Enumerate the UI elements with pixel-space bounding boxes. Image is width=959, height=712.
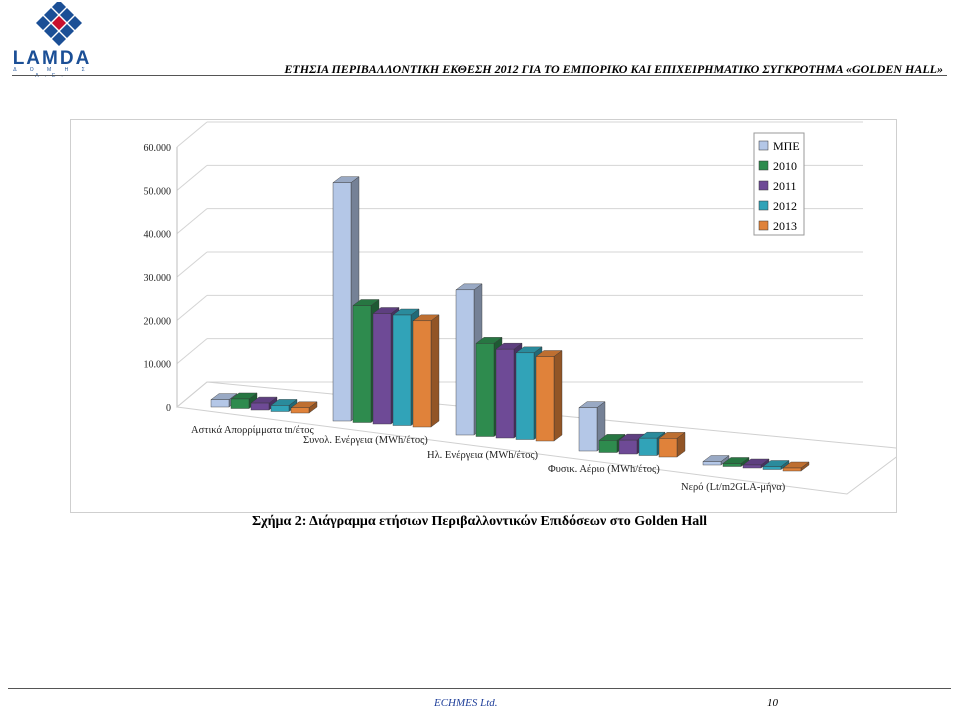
logo-diamond-tile — [52, 0, 66, 14]
gridline-left — [176, 164, 208, 191]
logo-diamond-tile — [52, 16, 66, 30]
x-category-label: Νερό (Lt/m2GLA-μήνα) — [681, 482, 786, 493]
chart-canvas: 0 10.000 20.000 30.000 40.000 50.000 60.000 Αστ… — [144, 121, 896, 495]
bar-front — [598, 440, 618, 453]
logo-diamond-tile — [60, 8, 74, 22]
bar-front — [392, 314, 412, 426]
bar-front — [495, 348, 515, 439]
x-category-label: Ηλ. Ενέργεια (MWh/έτος) — [427, 450, 539, 461]
bar — [658, 431, 686, 458]
footer-divider — [8, 688, 951, 689]
bar-front — [658, 438, 678, 458]
bar-front — [515, 352, 535, 440]
bar-front — [782, 467, 802, 472]
legend-label: 2010 — [773, 159, 797, 173]
bar-front — [210, 399, 230, 408]
logo-diamond-tile — [44, 24, 58, 38]
bar — [412, 314, 440, 428]
bar-front — [762, 466, 782, 470]
y-tick-label: 0 — [166, 403, 171, 414]
x-category-label: Συνολ. Ενέργεια (MWh/έτος) — [303, 435, 428, 446]
logo-diamond-tile — [68, 16, 82, 30]
gridline-left — [176, 121, 208, 148]
bar-chart: 0 10.000 20.000 30.000 40.000 50.000 60.000 Αστ… — [70, 119, 897, 513]
bars — [210, 176, 810, 472]
bar-front — [535, 356, 555, 442]
bar-front — [412, 320, 432, 428]
legend-swatch — [758, 180, 769, 191]
bar — [702, 455, 730, 466]
bar-front — [638, 437, 658, 456]
bar — [762, 460, 790, 470]
document-header-title: ΕΤΗΣΙΑ ΠΕΡΙΒΑΛΛΟΝΤΙΚΗ ΕΚΘΕΣΗ 2012 ΓΙΑ ΤΟ… — [284, 62, 943, 76]
bar-side — [430, 314, 440, 428]
header-divider — [12, 75, 947, 76]
bar — [535, 350, 563, 442]
bar — [782, 461, 810, 472]
x-category-label: Φυσικ. Αέριο (MWh/έτος) — [548, 464, 660, 475]
chart-floor — [175, 381, 896, 495]
y-tick-label: 20.000 — [144, 316, 172, 327]
logo-text: LAMDA — [12, 48, 92, 69]
chart-legend: ΜΠΕ 2010 2011 2012 2013 — [753, 132, 805, 236]
logo-subtext: Δ Ο Μ Η Σ Α.Ε. — [13, 67, 91, 79]
bar-side — [553, 350, 563, 442]
logo-diamond-tile — [52, 32, 66, 46]
y-tick-label: 30.000 — [144, 273, 172, 284]
y-tick-label: 50.000 — [144, 186, 172, 197]
legend-swatch — [758, 140, 769, 151]
footer-company: ECHMES Ltd. — [434, 697, 498, 709]
legend-swatch — [758, 220, 769, 231]
legend-label: 2012 — [773, 199, 797, 213]
bar — [290, 401, 318, 414]
y-tick-label: 10.000 — [144, 360, 172, 371]
bar-front — [702, 461, 722, 466]
gridline-left — [176, 208, 208, 235]
bar-front — [742, 464, 762, 469]
logo-diamond-tile — [44, 8, 58, 22]
bar-front — [475, 343, 495, 437]
bar-front — [722, 463, 742, 467]
y-tick-label: 60.000 — [144, 143, 172, 154]
bar-front — [618, 439, 638, 455]
bar-front — [250, 402, 270, 411]
x-category-label: Αστικά Απορρίμματα tn/έτος — [191, 425, 315, 436]
legend-label: 2013 — [773, 219, 797, 233]
gridline-left — [176, 294, 208, 321]
gridline-left — [176, 338, 208, 365]
legend-label: 2011 — [773, 179, 797, 193]
page-number: 10 — [767, 697, 778, 709]
logo-diamond-tile — [60, 24, 74, 38]
bar-front — [578, 407, 598, 452]
logo-diamond-tile — [36, 16, 50, 30]
y-tick-label: 40.000 — [144, 230, 172, 241]
bar — [722, 457, 750, 467]
bar-front — [455, 289, 475, 436]
bar-front — [290, 407, 310, 414]
bar-front — [352, 305, 372, 423]
figure-caption: Σχήμα 2: Διάγραμμα ετήσιων Περιβαλλοντικ… — [251, 514, 708, 529]
gridline-left — [176, 251, 208, 278]
legend-label: ΜΠΕ — [773, 139, 800, 153]
bar-front — [372, 313, 392, 425]
logo-diamond-icon — [36, 0, 82, 46]
legend-swatch — [758, 160, 769, 171]
lamda-logo — [14, 0, 104, 76]
bar-front — [230, 398, 250, 409]
legend-swatch — [758, 200, 769, 211]
bar-front — [270, 405, 290, 412]
bar-front — [332, 182, 352, 422]
